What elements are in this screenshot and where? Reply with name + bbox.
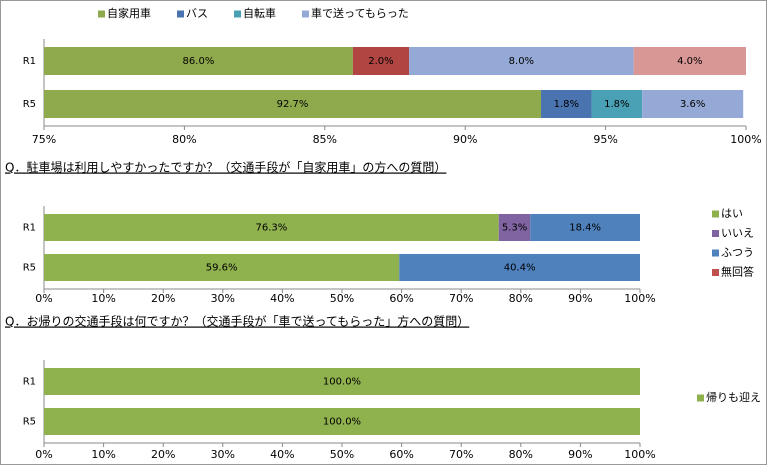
bar-segment (498, 214, 531, 241)
x-tick-label: 40% (270, 448, 294, 461)
x-tick-label: 100% (730, 133, 761, 146)
x-tick-label: 10% (91, 292, 115, 305)
x-tick-label: 100% (624, 292, 655, 305)
legend-swatch (98, 10, 105, 18)
data-label: 76.3% (255, 223, 287, 234)
legend-label: 帰りも迎え (706, 391, 761, 404)
data-label: 1.8% (604, 99, 629, 110)
chart-title: Q．駐車場は利用しやすかったですか？（交通手段が「自家用車」の方への質問） (5, 160, 446, 175)
legend-label: 車で送ってもらった (311, 6, 409, 20)
y-tick-label: R1 (23, 56, 36, 67)
data-label: 1.8% (554, 99, 579, 110)
data-label: 92.7% (277, 99, 309, 110)
bar-segment (352, 47, 410, 75)
data-label: 5.3% (502, 223, 527, 234)
x-tick-label: 50% (330, 448, 354, 461)
x-tick-label: 70% (449, 292, 473, 305)
x-tick-label: 60% (389, 448, 413, 461)
bar-segment (44, 254, 400, 281)
y-tick-label: R5 (23, 417, 36, 428)
x-tick-label: 30% (211, 292, 235, 305)
bar-segment (44, 368, 640, 395)
x-tick-label: 90% (568, 292, 592, 305)
x-tick-label: 30% (211, 448, 235, 461)
data-label: 18.4% (569, 223, 601, 234)
bar-segment (44, 214, 499, 241)
x-tick-label: 60% (389, 292, 413, 305)
legend-label: 自転車 (243, 6, 276, 20)
bar-segment (541, 90, 592, 118)
legend-label: 自家用車 (107, 6, 151, 20)
bar-segment (409, 47, 634, 75)
x-tick-label: 70% (449, 448, 473, 461)
data-label: 86.0% (183, 56, 215, 67)
x-tick-label: 0% (35, 448, 52, 461)
legend-label: 無回答 (721, 265, 754, 279)
chart-title: Q．お帰りの交通手段は何ですか？（交通手段が「車で送ってもらった」方への質問） (5, 314, 469, 329)
data-label: 40.4% (504, 263, 536, 274)
legend-swatch (302, 10, 309, 18)
bar-segment (44, 90, 542, 118)
x-tick-label: 40% (270, 292, 294, 305)
legend-swatch (712, 269, 719, 276)
x-tick-label: 0% (35, 292, 52, 305)
x-tick-label: 80% (172, 133, 196, 146)
x-tick-label: 20% (151, 448, 175, 461)
x-tick-label: 85% (313, 133, 337, 146)
data-label: 59.6% (206, 263, 238, 274)
bar-segment (44, 408, 640, 435)
legend-label: いいえ (721, 227, 754, 240)
x-tick-label: 95% (593, 133, 617, 146)
legend-swatch (712, 249, 719, 257)
legend-swatch (234, 10, 241, 18)
data-label: 100.0% (323, 417, 361, 428)
legend-swatch (712, 210, 719, 218)
data-label: 3.6% (680, 99, 705, 110)
bar-segment (44, 47, 353, 75)
legend-swatch (177, 10, 184, 18)
data-label: 4.0% (677, 56, 702, 67)
x-tick-label: 80% (509, 448, 533, 461)
y-tick-label: R1 (23, 223, 36, 234)
data-label: 2.0% (368, 56, 393, 67)
bar-segment (399, 254, 640, 281)
x-tick-label: 10% (91, 448, 115, 461)
legend-label: はい (721, 207, 743, 220)
data-label: 8.0% (509, 56, 534, 67)
y-tick-label: R5 (23, 263, 36, 274)
legend-label: バス (186, 7, 208, 20)
x-tick-label: 80% (509, 292, 533, 305)
bar-segment (591, 90, 643, 118)
bar-segment (633, 47, 746, 75)
legend-swatch (712, 230, 719, 237)
x-tick-label: 90% (453, 133, 477, 146)
x-tick-label: 50% (330, 292, 354, 305)
bar-segment (642, 90, 744, 118)
bar-segment (530, 214, 640, 241)
x-tick-label: 100% (624, 448, 655, 461)
legend-swatch (697, 394, 704, 402)
y-tick-label: R5 (23, 99, 36, 110)
legend-label: ふつう (721, 246, 754, 259)
y-tick-label: R1 (23, 377, 36, 388)
x-tick-label: 75% (32, 133, 56, 146)
data-label: 100.0% (323, 377, 361, 388)
x-tick-label: 20% (151, 292, 175, 305)
x-tick-label: 90% (568, 448, 592, 461)
